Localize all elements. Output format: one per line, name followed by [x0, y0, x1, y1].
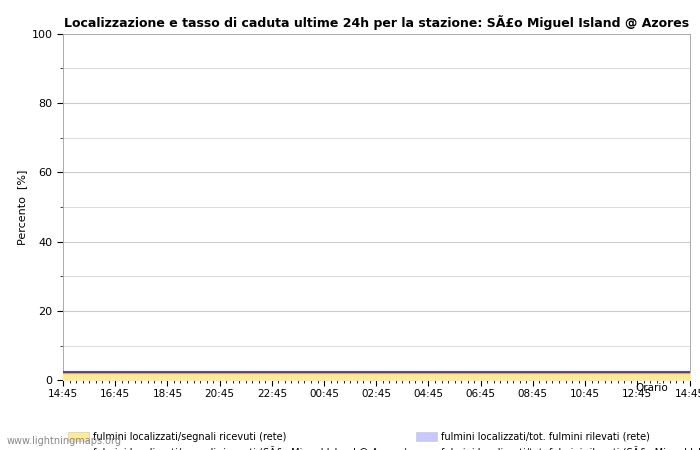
Legend: fulmini localizzati/segnali ricevuti (rete), fulmini localizzati/segnali ricevut: fulmini localizzati/segnali ricevuti (re…	[68, 432, 700, 450]
Text: www.lightningmaps.org: www.lightningmaps.org	[7, 436, 122, 446]
Text: Orario: Orario	[636, 383, 668, 393]
Title: Localizzazione e tasso di caduta ultime 24h per la stazione: SÃ£o Miguel Island : Localizzazione e tasso di caduta ultime …	[64, 15, 689, 30]
Y-axis label: Percento  [%]: Percento [%]	[18, 169, 27, 245]
